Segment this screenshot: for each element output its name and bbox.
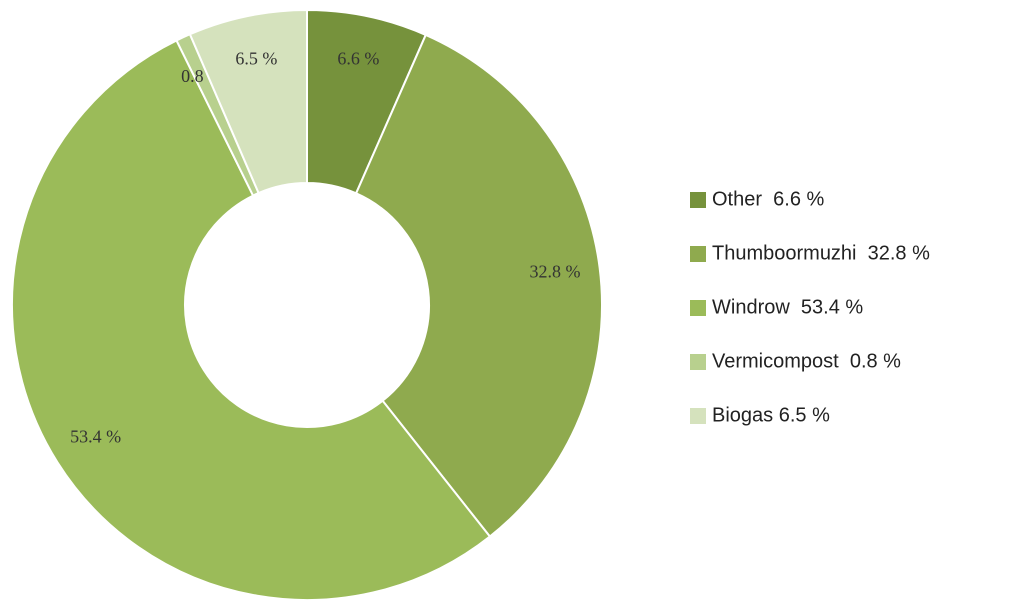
legend-label: Biogas 6.5 % bbox=[712, 404, 830, 426]
donut-slice bbox=[11, 39, 492, 601]
legend-label: Windrow 53.4 % bbox=[712, 296, 863, 318]
legend-label: Vermicompost 0.8 % bbox=[712, 350, 901, 372]
legend-label: Other 6.6 % bbox=[712, 188, 824, 210]
legend-swatch bbox=[690, 192, 706, 208]
legend-swatch bbox=[690, 354, 706, 370]
donut-slice bbox=[354, 33, 603, 538]
legend-swatch bbox=[690, 246, 706, 262]
legend-label: Thumboormuzhi 32.8 % bbox=[712, 242, 930, 264]
data-label: 32.8 % bbox=[529, 261, 580, 281]
legend-swatch bbox=[690, 408, 706, 424]
legend-swatch bbox=[690, 300, 706, 316]
data-label: 53.4 % bbox=[70, 427, 121, 447]
data-label: 6.5 % bbox=[235, 48, 277, 68]
data-label: 6.6 % bbox=[337, 48, 379, 68]
donut-slice bbox=[188, 8, 308, 195]
